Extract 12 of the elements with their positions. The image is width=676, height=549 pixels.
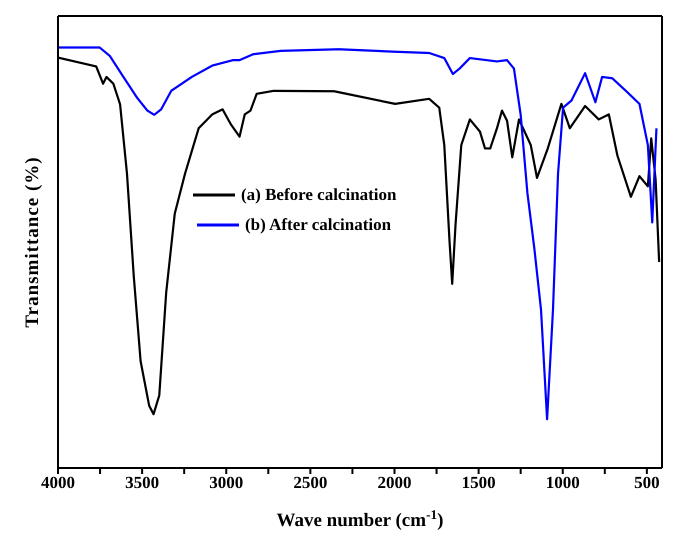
- x-tick-label: 4000: [41, 473, 75, 492]
- x-tick-label: 2500: [293, 473, 328, 492]
- x-tick-label: 3000: [209, 473, 244, 492]
- y-axis-title: Transmittance (%): [22, 156, 42, 328]
- x-tick-label: 500: [634, 473, 660, 492]
- x-axis-title: Wave number (cm$^{-1}$): [276, 506, 444, 531]
- x-tick-label: 3500: [125, 473, 160, 492]
- legend-label: (b) After calcination: [245, 215, 392, 235]
- x-tick-label: 1500: [462, 473, 496, 492]
- legend-label: (a) Before calcination: [241, 185, 396, 205]
- x-tick-label: 1000: [546, 473, 580, 492]
- x-tick-label: 2000: [377, 473, 412, 492]
